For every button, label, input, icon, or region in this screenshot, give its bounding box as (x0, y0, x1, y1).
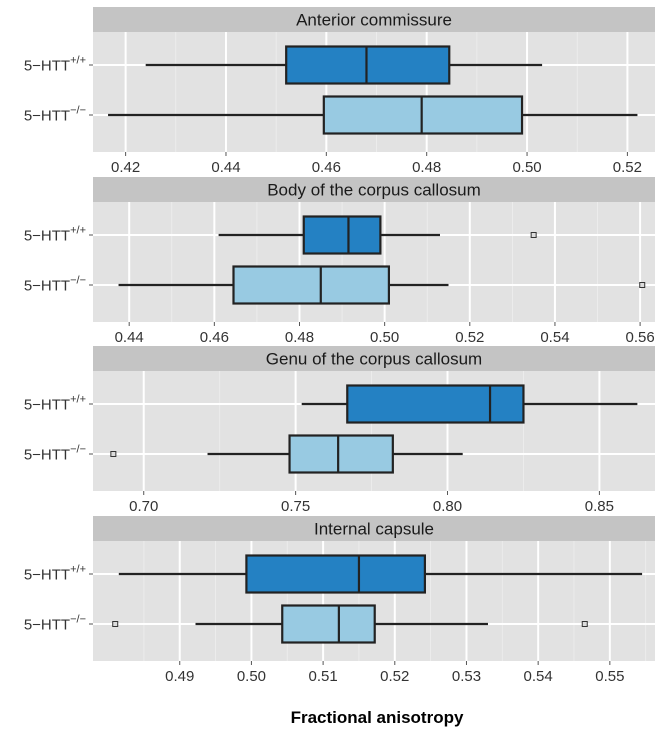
box-knockout (112, 604, 588, 644)
box-knockout (108, 95, 638, 135)
box-iqr (281, 604, 376, 644)
facet-strip (93, 346, 655, 371)
box-wildtype (145, 45, 543, 85)
facet-title: Anterior commissure (296, 11, 452, 30)
box-wildtype (118, 554, 643, 594)
y-tick-label: 5−HTT−/− (24, 444, 86, 464)
box-iqr (346, 384, 525, 424)
facet-panel: Internal capsule 0.49 0.50 0.51 0.52 0.53 0.54… (24, 516, 655, 685)
box-wildtype (301, 384, 638, 424)
x-tick-label: 0.54 (524, 668, 553, 685)
x-tick-label: 0.55 (595, 668, 624, 685)
box-knockout (110, 434, 463, 474)
outlier-point (110, 451, 117, 457)
x-tick-label: 0.52 (613, 159, 642, 176)
y-tick-label: 5−HTT+/+ (24, 394, 86, 414)
x-tick-label: 0.46 (200, 329, 229, 346)
facet-panel: Genu of the corpus callosum 0.70 0.75 0.80 0… (24, 346, 655, 515)
y-tick-label: 5−HTT+/+ (24, 564, 86, 584)
x-tick-label: 0.42 (111, 159, 140, 176)
box-iqr (322, 95, 524, 135)
x-tick-label: 0.44 (115, 329, 144, 346)
outlier-point (112, 621, 119, 627)
facet-title: Body of the corpus callosum (267, 181, 481, 200)
facet-panels: Anterior commissure 0.42 0.44 0.46 0.48 0.50 0… (24, 7, 655, 685)
x-tick-label: 0.52 (380, 668, 409, 685)
facet-strip (93, 7, 655, 32)
x-tick-label: 0.46 (312, 159, 341, 176)
x-tick-label: 0.70 (129, 498, 158, 515)
x-tick-label: 0.49 (165, 668, 194, 685)
x-tick-label: 0.53 (452, 668, 481, 685)
x-tick-label: 0.48 (412, 159, 441, 176)
outlier-point (530, 232, 537, 238)
x-tick-label: 0.54 (540, 329, 569, 346)
y-tick-label: 5−HTT−/− (24, 275, 86, 295)
y-tick-label: 5−HTT−/− (24, 105, 86, 125)
y-tick-label: 5−HTT+/+ (24, 225, 86, 245)
outlier-point (639, 282, 646, 288)
x-tick-label: 0.56 (625, 329, 654, 346)
y-tick-label: 5−HTT+/+ (24, 55, 86, 75)
x-tick-label: 0.52 (455, 329, 484, 346)
x-tick-label: 0.48 (285, 329, 314, 346)
box-iqr (245, 554, 426, 594)
x-tick-label: 0.50 (370, 329, 399, 346)
facet-title: Internal capsule (314, 520, 434, 539)
x-tick-label: 0.44 (211, 159, 240, 176)
y-tick-label: 5−HTT−/− (24, 614, 86, 634)
facet-title: Genu of the corpus callosum (266, 350, 482, 369)
x-axis-title: Fractional anisotropy (291, 708, 464, 727)
facet-panel: Body of the corpus callosum 0.44 0.46 0.48 0… (24, 177, 655, 346)
box-iqr (302, 215, 382, 255)
box-iqr (232, 265, 391, 305)
box-wildtype (218, 215, 537, 255)
x-tick-label: 0.85 (585, 498, 614, 515)
x-tick-label: 0.50 (237, 668, 266, 685)
x-tick-label: 0.80 (433, 498, 462, 515)
box-knockout (118, 265, 646, 305)
facet-strip (93, 516, 655, 541)
box-iqr (288, 434, 394, 474)
x-tick-label: 0.75 (281, 498, 310, 515)
outlier-point (581, 621, 588, 627)
facet-strip (93, 177, 655, 202)
x-tick-label: 0.50 (512, 159, 541, 176)
box-iqr (285, 45, 451, 85)
x-tick-label: 0.51 (309, 668, 338, 685)
facet-panel: Anterior commissure 0.42 0.44 0.46 0.48 0.50 0… (24, 7, 655, 176)
